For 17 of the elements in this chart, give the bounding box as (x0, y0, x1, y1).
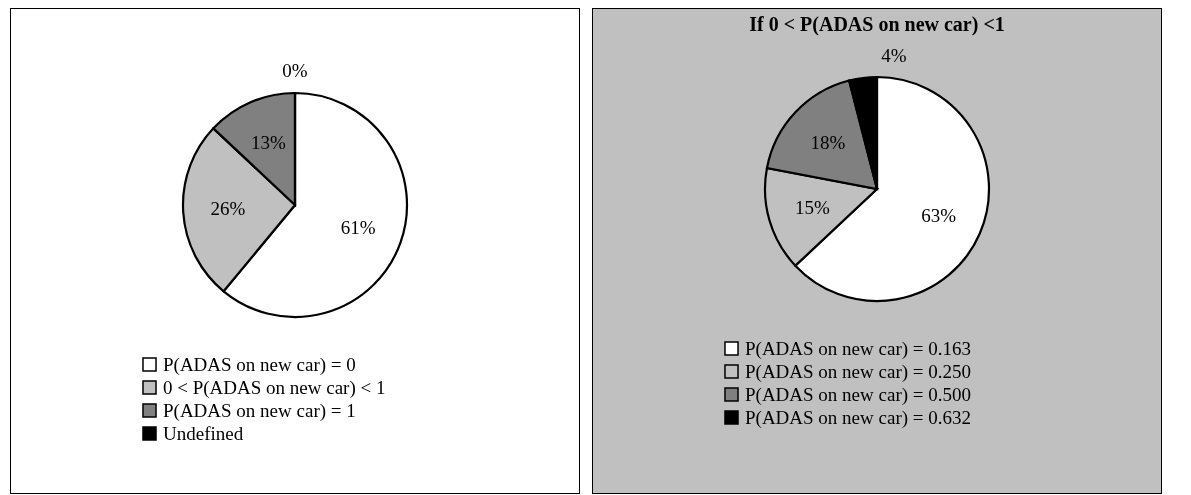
legend-label: Undefined (163, 422, 244, 444)
legend-label: P(ADAS on new car) = 0 (163, 353, 356, 376)
data-label: 13% (250, 132, 286, 154)
data-label: 15% (795, 196, 831, 218)
chart-title: If 0 < P(ADAS on new car) <1 (749, 13, 1005, 36)
data-label: 18% (810, 132, 846, 153)
legend-label: P(ADAS on new car) = 0.250 (745, 360, 972, 383)
data-label: 63% (921, 204, 957, 226)
legend-label: 0 < P(ADAS on new car) < 1 (163, 376, 386, 399)
data-label: 26% (210, 198, 246, 220)
legend-label: P(ADAS on new car) = 0.163 (745, 337, 972, 360)
data-label: 61% (340, 216, 376, 238)
data-label: 4% (881, 45, 907, 67)
legend-label: P(ADAS on new car) = 0.500 (745, 383, 972, 406)
legend-label: P(ADAS on new car) = 1 (163, 399, 356, 422)
legend-label: P(ADAS on new car) = 0.632 (745, 406, 972, 429)
text: 0% (282, 60, 308, 81)
